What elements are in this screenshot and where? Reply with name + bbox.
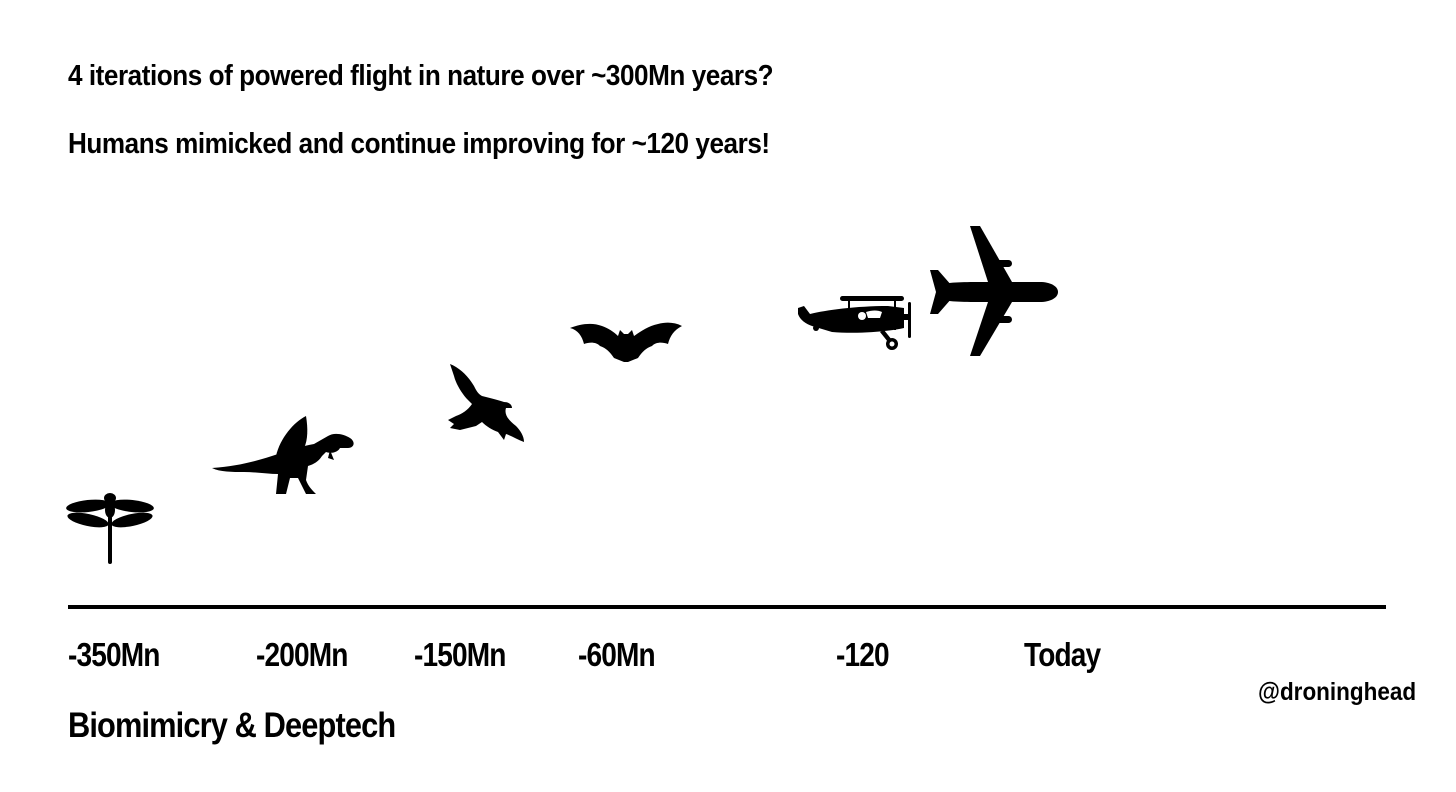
dragonfly-icon [64,490,156,568]
tick-label-today: Today [1024,636,1101,673]
tick-label-150mn: -150Mn [414,636,506,673]
tick-label-350mn: -350Mn [68,636,160,673]
headline-line-1: 4 iterations of powered flight in nature… [68,60,774,92]
jet-airliner-icon [928,224,1060,358]
tick-label-60mn: -60Mn [578,636,656,673]
headline-line-2: Humans mimicked and continue improving f… [68,128,770,160]
timeline-axis [68,605,1386,609]
bat-icon [570,320,682,364]
pterosaur-icon [210,414,356,498]
footer-title: Biomimicry & Deeptech [68,706,396,745]
biplane-icon [796,294,912,352]
author-handle: @droninghead [1258,678,1417,706]
tick-label-120: -120 [836,636,890,673]
bird-icon [446,362,526,444]
tick-label-200mn: -200Mn [256,636,348,673]
